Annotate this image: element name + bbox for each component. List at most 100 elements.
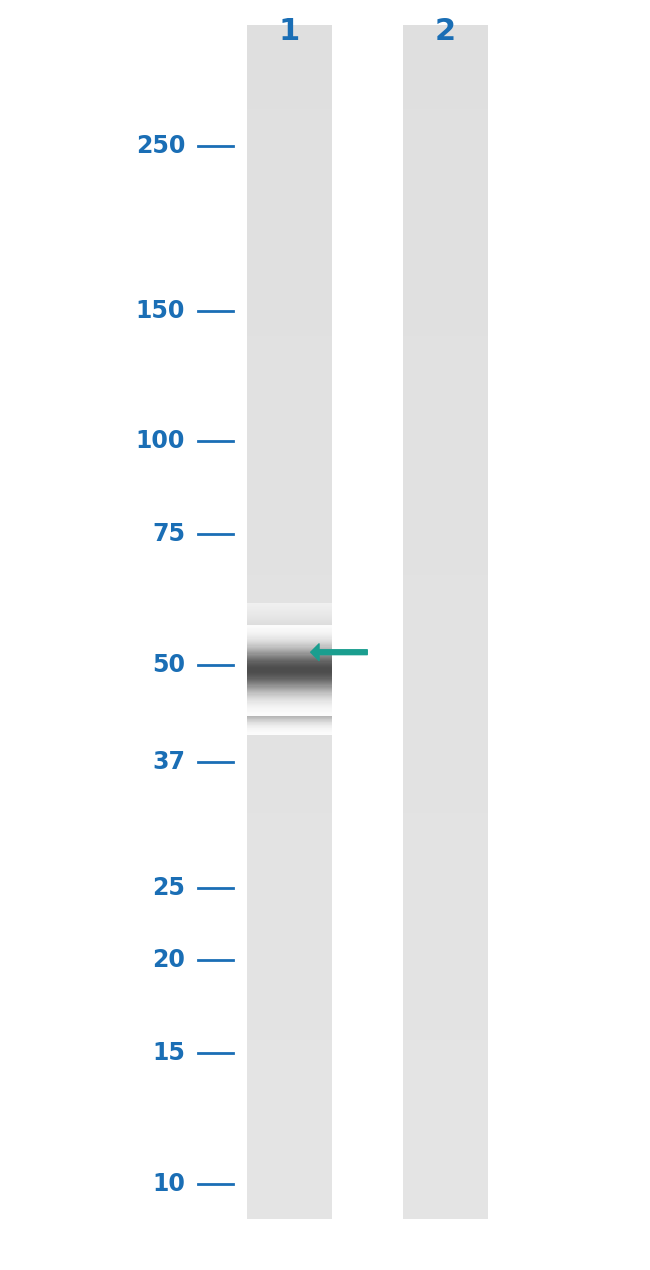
Bar bbox=[403, 598, 488, 611]
Text: 2: 2 bbox=[435, 18, 456, 46]
Bar bbox=[403, 980, 488, 992]
Bar bbox=[247, 97, 332, 109]
Bar bbox=[247, 229, 332, 240]
Bar bbox=[247, 693, 332, 706]
Bar bbox=[247, 335, 332, 348]
Bar bbox=[247, 897, 332, 909]
Bar bbox=[403, 956, 488, 969]
Bar bbox=[403, 359, 488, 372]
Bar bbox=[403, 467, 488, 479]
Bar bbox=[247, 682, 332, 693]
Bar bbox=[403, 216, 488, 229]
Bar bbox=[247, 503, 332, 514]
Bar bbox=[403, 1064, 488, 1076]
Bar bbox=[247, 598, 332, 611]
Bar bbox=[247, 264, 332, 276]
Bar bbox=[247, 790, 332, 801]
Bar bbox=[403, 133, 488, 145]
Bar bbox=[403, 801, 488, 813]
Bar bbox=[403, 1016, 488, 1029]
Bar bbox=[247, 240, 332, 253]
Bar bbox=[403, 1184, 488, 1195]
Bar bbox=[247, 956, 332, 969]
Bar bbox=[247, 419, 332, 432]
Bar bbox=[403, 312, 488, 324]
Bar bbox=[403, 264, 488, 276]
Bar bbox=[403, 1171, 488, 1184]
Bar bbox=[247, 1195, 332, 1208]
Bar bbox=[247, 50, 332, 61]
Bar bbox=[247, 408, 332, 419]
Bar bbox=[403, 193, 488, 204]
Bar bbox=[403, 850, 488, 861]
Bar bbox=[247, 671, 332, 682]
Bar bbox=[403, 240, 488, 253]
Bar bbox=[247, 1135, 332, 1148]
Bar bbox=[403, 538, 488, 551]
Bar bbox=[247, 133, 332, 145]
Bar bbox=[247, 945, 332, 956]
Bar bbox=[403, 1208, 488, 1219]
Bar bbox=[247, 909, 332, 921]
Bar bbox=[247, 300, 332, 312]
Bar bbox=[403, 671, 488, 682]
Bar bbox=[403, 634, 488, 646]
Bar bbox=[403, 1135, 488, 1148]
Bar bbox=[403, 372, 488, 384]
Bar bbox=[403, 1124, 488, 1135]
Bar bbox=[403, 718, 488, 730]
Bar bbox=[403, 1040, 488, 1052]
Bar bbox=[403, 1148, 488, 1160]
Bar bbox=[403, 97, 488, 109]
Bar bbox=[403, 61, 488, 74]
Bar bbox=[247, 1124, 332, 1135]
Text: 1: 1 bbox=[279, 18, 300, 46]
Bar bbox=[403, 777, 488, 790]
Text: 150: 150 bbox=[136, 298, 185, 323]
Bar bbox=[403, 766, 488, 777]
Bar bbox=[247, 455, 332, 467]
Bar bbox=[403, 419, 488, 432]
Text: 20: 20 bbox=[152, 949, 185, 973]
Bar bbox=[403, 300, 488, 312]
Bar bbox=[247, 395, 332, 408]
Bar bbox=[247, 777, 332, 790]
Bar bbox=[403, 384, 488, 395]
Bar bbox=[403, 204, 488, 216]
Bar bbox=[247, 813, 332, 826]
Bar bbox=[403, 742, 488, 753]
Bar bbox=[403, 180, 488, 193]
Bar bbox=[247, 1016, 332, 1029]
Text: 37: 37 bbox=[152, 749, 185, 773]
Bar bbox=[403, 897, 488, 909]
Text: 75: 75 bbox=[152, 522, 185, 546]
Bar bbox=[403, 324, 488, 335]
Bar bbox=[403, 1160, 488, 1171]
Bar bbox=[403, 408, 488, 419]
Bar bbox=[247, 432, 332, 443]
Bar bbox=[247, 969, 332, 980]
Bar bbox=[247, 1111, 332, 1124]
Bar bbox=[247, 180, 332, 193]
Bar bbox=[403, 909, 488, 921]
Bar bbox=[403, 145, 488, 156]
Text: 50: 50 bbox=[152, 653, 185, 677]
Bar bbox=[247, 1100, 332, 1111]
Bar bbox=[247, 384, 332, 395]
Bar bbox=[247, 861, 332, 872]
Bar bbox=[247, 921, 332, 932]
Bar bbox=[247, 1005, 332, 1016]
Bar bbox=[403, 837, 488, 850]
Bar bbox=[403, 813, 488, 826]
Bar bbox=[403, 1100, 488, 1111]
Bar bbox=[403, 527, 488, 538]
Bar bbox=[247, 479, 332, 491]
Bar bbox=[247, 826, 332, 837]
Bar bbox=[247, 730, 332, 742]
Bar bbox=[403, 861, 488, 872]
Bar bbox=[247, 850, 332, 861]
Text: 10: 10 bbox=[152, 1172, 185, 1195]
Bar bbox=[247, 718, 332, 730]
Bar bbox=[403, 730, 488, 742]
Bar bbox=[247, 1076, 332, 1088]
